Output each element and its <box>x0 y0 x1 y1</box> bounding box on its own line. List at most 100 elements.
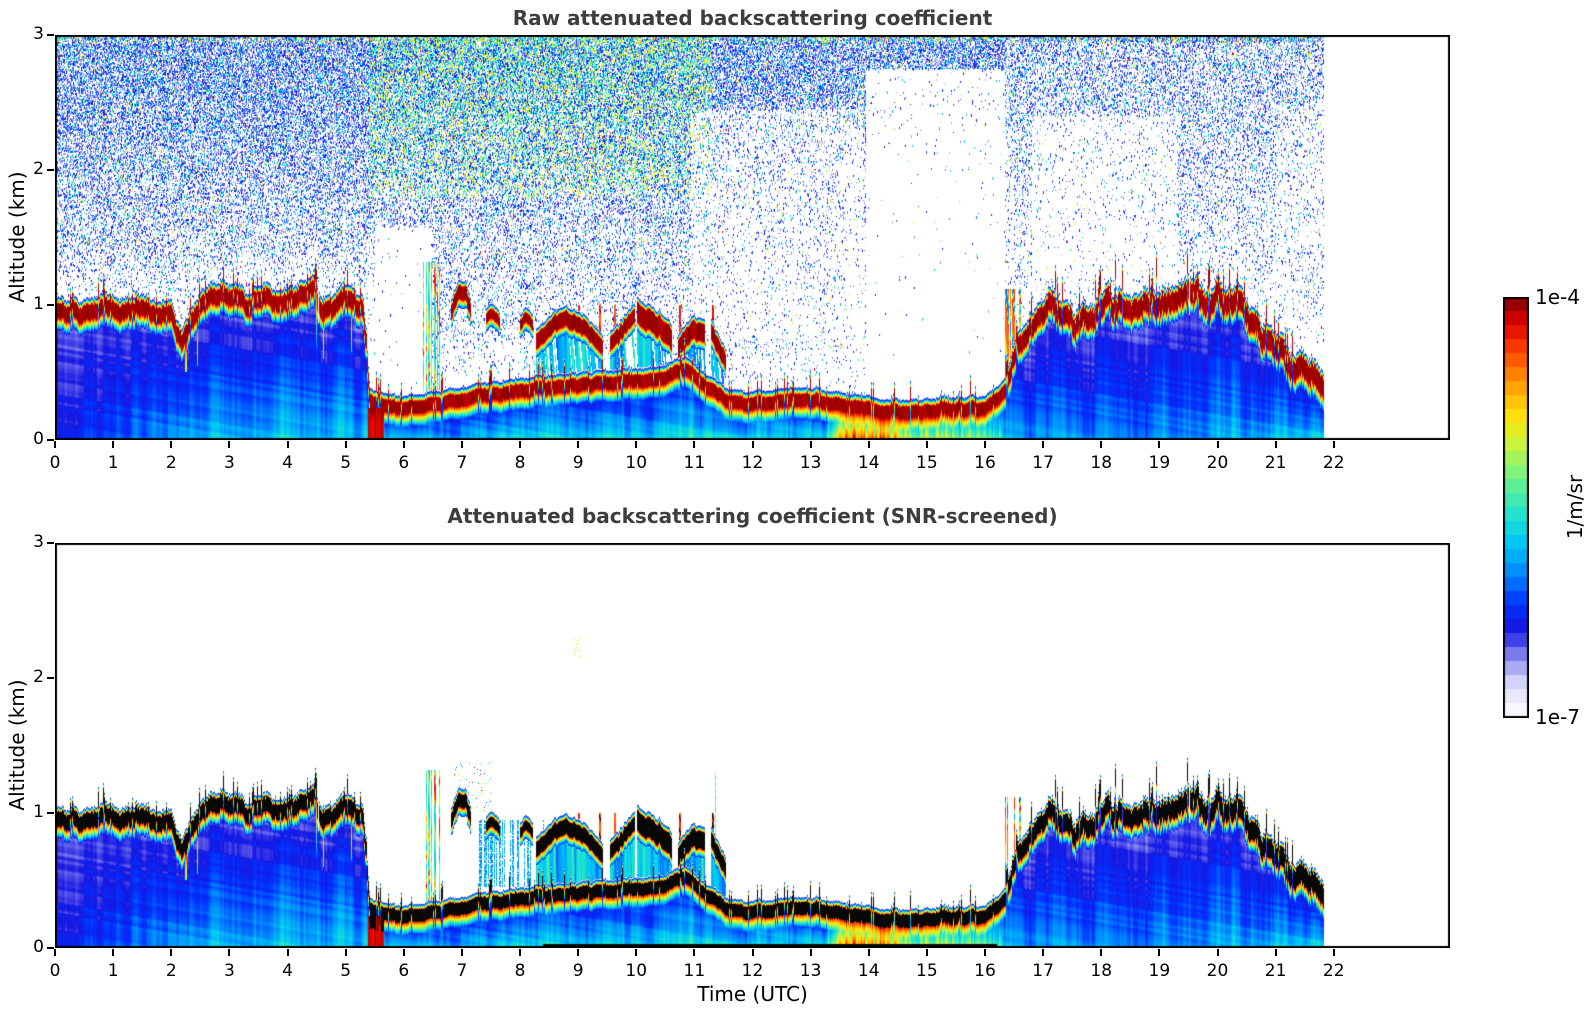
x-tick-mark <box>54 441 56 448</box>
x-tick-label: 7 <box>456 453 468 473</box>
x-tick-label: 1 <box>107 961 119 981</box>
x-tick-label: 4 <box>282 453 293 473</box>
x-tick-label: 11 <box>683 453 706 473</box>
y-tick-label: 0 <box>33 937 44 957</box>
x-tick-label: 16 <box>974 961 996 981</box>
colorbar <box>1503 297 1529 718</box>
x-tick-mark <box>1100 441 1103 448</box>
x-tick-mark <box>867 949 870 956</box>
screened-backscatter-heatmap <box>55 543 1450 948</box>
x-tick-mark <box>1274 949 1277 956</box>
y-tick-label: 1 <box>33 802 44 822</box>
x-tick-mark <box>925 949 928 956</box>
x-tick-mark <box>460 441 463 448</box>
x-tick-mark <box>1042 441 1045 448</box>
x-tick-mark <box>809 441 812 448</box>
y-tick-mark <box>47 169 54 171</box>
x-tick-label: 13 <box>799 961 822 981</box>
x-tick-label: 1 <box>107 453 119 473</box>
x-tick-mark <box>402 441 405 448</box>
x-tick-mark <box>925 441 928 448</box>
x-tick-label: 21 <box>1264 453 1287 473</box>
x-tick-mark <box>693 441 696 448</box>
x-tick-mark <box>751 949 754 956</box>
x-tick-label: 7 <box>456 961 468 981</box>
x-tick-label: 15 <box>916 961 938 981</box>
x-axis-label: Time (UTC) <box>697 982 808 1006</box>
x-tick-mark <box>693 949 696 956</box>
x-tick-label: 14 <box>857 961 880 981</box>
x-tick-mark <box>984 949 986 956</box>
bottom-panel-title: Attenuated backscattering coefficient (S… <box>447 504 1058 528</box>
colorbar-unit-label: 1/m/sr <box>1563 474 1587 540</box>
x-tick-mark <box>867 441 870 448</box>
x-tick-label: 20 <box>1206 453 1229 473</box>
y-tick-mark <box>47 812 54 814</box>
x-tick-label: 4 <box>282 961 293 981</box>
x-tick-mark <box>344 441 347 448</box>
x-tick-label: 18 <box>1090 961 1113 981</box>
top-panel-y-axis-label: Altitude (km) <box>5 171 29 303</box>
x-tick-mark <box>1216 441 1219 448</box>
y-tick-mark <box>47 439 54 441</box>
x-tick-label: 22 <box>1322 961 1345 981</box>
y-tick-label: 3 <box>33 24 44 44</box>
x-tick-label: 3 <box>223 453 235 473</box>
x-tick-label: 0 <box>49 961 61 981</box>
x-tick-mark <box>112 949 115 956</box>
y-tick-label: 2 <box>33 667 44 687</box>
x-tick-label: 11 <box>683 961 706 981</box>
x-tick-label: 3 <box>223 961 235 981</box>
x-tick-label: 5 <box>340 453 352 473</box>
x-tick-mark <box>1100 949 1103 956</box>
x-tick-label: 6 <box>398 453 410 473</box>
x-tick-label: 8 <box>514 453 526 473</box>
x-tick-label: 13 <box>799 453 822 473</box>
y-tick-mark <box>47 304 54 306</box>
y-tick-label: 2 <box>33 159 44 179</box>
x-tick-mark <box>519 441 521 448</box>
y-tick-mark <box>47 542 54 544</box>
x-tick-label: 20 <box>1206 961 1229 981</box>
x-tick-label: 22 <box>1322 453 1345 473</box>
colorbar-max-label: 1e-4 <box>1535 285 1580 309</box>
x-tick-label: 17 <box>1032 453 1054 473</box>
x-tick-mark <box>1332 441 1335 448</box>
top-panel-title: Raw attenuated backscattering coefficien… <box>512 6 993 30</box>
x-tick-label: 10 <box>625 961 648 981</box>
colorbar-min-label: 1e-7 <box>1535 705 1580 729</box>
y-tick-mark <box>47 34 54 36</box>
x-tick-mark <box>1274 441 1277 448</box>
x-tick-mark <box>635 441 638 448</box>
x-tick-mark <box>519 949 521 956</box>
y-tick-label: 0 <box>33 429 44 449</box>
x-tick-mark <box>751 441 754 448</box>
x-tick-label: 9 <box>572 453 584 473</box>
raw-backscatter-heatmap <box>55 35 1450 440</box>
x-tick-label: 19 <box>1148 961 1171 981</box>
x-tick-label: 15 <box>916 453 938 473</box>
x-tick-label: 2 <box>165 961 177 981</box>
x-tick-label: 19 <box>1148 453 1171 473</box>
x-tick-label: 0 <box>49 453 61 473</box>
x-tick-label: 12 <box>741 453 764 473</box>
x-tick-label: 6 <box>398 961 410 981</box>
x-tick-label: 8 <box>514 961 526 981</box>
y-tick-mark <box>47 677 54 679</box>
x-tick-mark <box>1158 949 1161 956</box>
x-tick-mark <box>344 949 347 956</box>
x-tick-mark <box>1332 949 1335 956</box>
x-tick-label: 21 <box>1264 961 1287 981</box>
x-tick-label: 9 <box>572 961 584 981</box>
x-tick-label: 5 <box>340 961 352 981</box>
x-tick-label: 16 <box>974 453 996 473</box>
x-tick-mark <box>809 949 812 956</box>
x-tick-mark <box>228 949 231 956</box>
x-tick-mark <box>286 949 289 956</box>
x-tick-mark <box>286 441 289 448</box>
x-tick-mark <box>577 949 580 956</box>
x-tick-mark <box>402 949 405 956</box>
x-tick-mark <box>228 441 231 448</box>
x-tick-mark <box>460 949 463 956</box>
